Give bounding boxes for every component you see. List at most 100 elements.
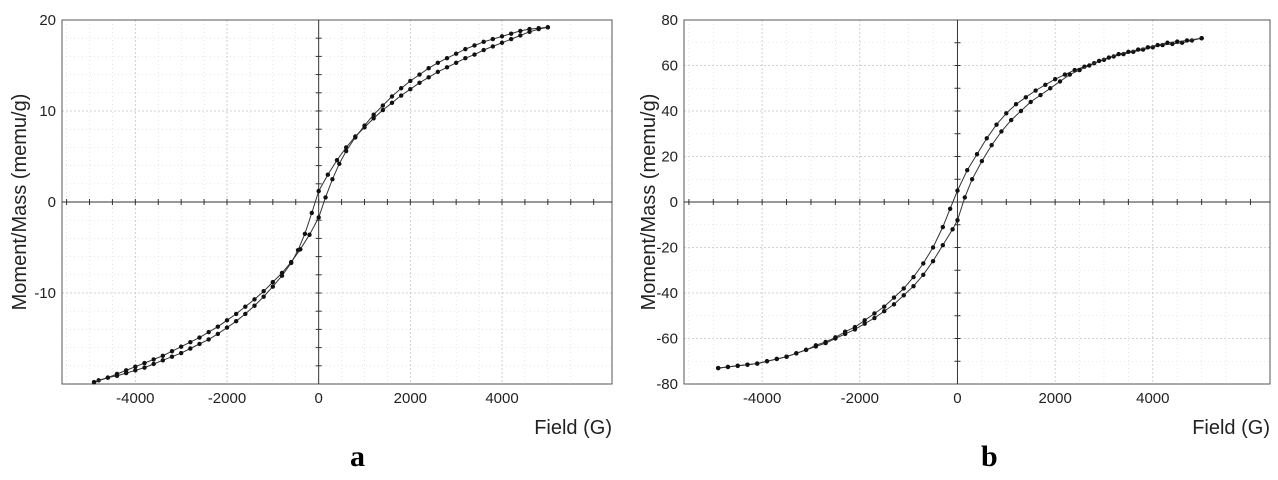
data-point <box>302 231 308 237</box>
data-point <box>463 46 468 52</box>
data-point <box>545 25 551 30</box>
y-tick-label: 20 <box>661 149 678 166</box>
y-tick-label: -80 <box>656 376 678 393</box>
data-point <box>142 365 147 370</box>
data-point <box>178 350 184 356</box>
data-point <box>224 325 230 330</box>
data-point <box>169 354 175 359</box>
data-point <box>955 218 960 223</box>
data-point <box>518 28 523 34</box>
data-point <box>794 351 799 356</box>
data-point <box>426 75 431 80</box>
y-tick-label: 0 <box>670 194 678 211</box>
data-point <box>921 261 926 266</box>
data-point <box>142 360 147 366</box>
data-point <box>735 363 740 368</box>
data-point <box>188 346 193 351</box>
data-point <box>833 336 838 341</box>
y-tick-label: 80 <box>661 12 678 29</box>
data-point <box>330 177 335 182</box>
data-point <box>160 353 166 358</box>
data-point <box>309 210 314 216</box>
data-point <box>233 319 239 324</box>
data-point <box>233 311 239 317</box>
data-point <box>325 172 331 177</box>
data-point <box>252 303 257 308</box>
panel-label-b: b <box>981 440 998 473</box>
data-point <box>408 78 413 84</box>
data-point <box>994 122 999 127</box>
data-point <box>1072 67 1077 73</box>
x-tick-label: 2000 <box>394 390 427 407</box>
data-point <box>91 379 97 385</box>
data-point <box>270 279 276 285</box>
data-point <box>307 232 312 237</box>
data-point <box>435 60 441 65</box>
data-point <box>911 274 916 280</box>
data-point <box>872 311 877 316</box>
data-point <box>979 158 985 164</box>
data-point <box>389 100 395 106</box>
data-point <box>1184 38 1190 43</box>
data-point <box>950 227 955 232</box>
data-point <box>380 103 386 108</box>
data-point <box>1096 58 1102 64</box>
data-point <box>1116 51 1121 57</box>
data-point <box>398 93 404 98</box>
data-point <box>160 358 166 363</box>
data-point <box>1043 82 1048 88</box>
data-point <box>270 284 276 289</box>
series-line-2 <box>718 37 1202 369</box>
data-point <box>389 94 395 99</box>
data-point <box>499 40 505 45</box>
data-point <box>316 188 321 194</box>
data-point <box>123 368 129 373</box>
data-point <box>1057 79 1063 84</box>
x-tick-label: 0 <box>953 390 961 407</box>
data-point <box>784 354 789 359</box>
data-point <box>343 148 349 154</box>
data-point <box>842 331 848 337</box>
series-line-1 <box>718 37 1202 369</box>
chart-panel-b: -4000 -2000 0 2000 4000 -80 -60 -40 -20 0 20 40 60 80… <box>639 12 1271 439</box>
x-tick-label: 0 <box>314 390 322 407</box>
data-point <box>921 272 926 277</box>
data-point <box>989 142 994 148</box>
data-point <box>224 318 230 323</box>
data-point <box>1038 92 1043 98</box>
x-tick-label: 4000 <box>1136 390 1169 407</box>
data-point <box>1013 101 1019 107</box>
data-point <box>882 309 887 314</box>
data-point <box>133 364 138 369</box>
data-point <box>169 349 175 354</box>
data-point <box>911 283 916 289</box>
data-point <box>508 31 514 36</box>
data-point <box>453 51 459 56</box>
data-point <box>1023 95 1029 100</box>
data-point <box>279 270 285 276</box>
data-point <box>499 34 505 39</box>
data-point <box>930 258 936 264</box>
data-point <box>536 25 541 31</box>
data-point <box>453 60 459 65</box>
data-point <box>1028 99 1033 105</box>
data-point <box>353 135 358 140</box>
data-point <box>261 294 266 299</box>
data-point <box>481 47 486 53</box>
data-point <box>940 243 946 248</box>
data-point <box>243 311 248 317</box>
data-point <box>725 364 731 370</box>
data-point <box>343 145 349 150</box>
data-point <box>774 356 779 362</box>
data-point <box>862 321 867 326</box>
data-point <box>426 66 431 71</box>
data-point <box>206 329 211 335</box>
data-point <box>178 344 184 349</box>
data-point <box>1033 88 1038 93</box>
data-point <box>323 195 328 200</box>
x-tick-label: -4000 <box>743 390 781 407</box>
data-point <box>252 297 257 302</box>
data-point <box>984 136 989 141</box>
data-point <box>1052 76 1058 82</box>
data-point <box>999 129 1004 134</box>
